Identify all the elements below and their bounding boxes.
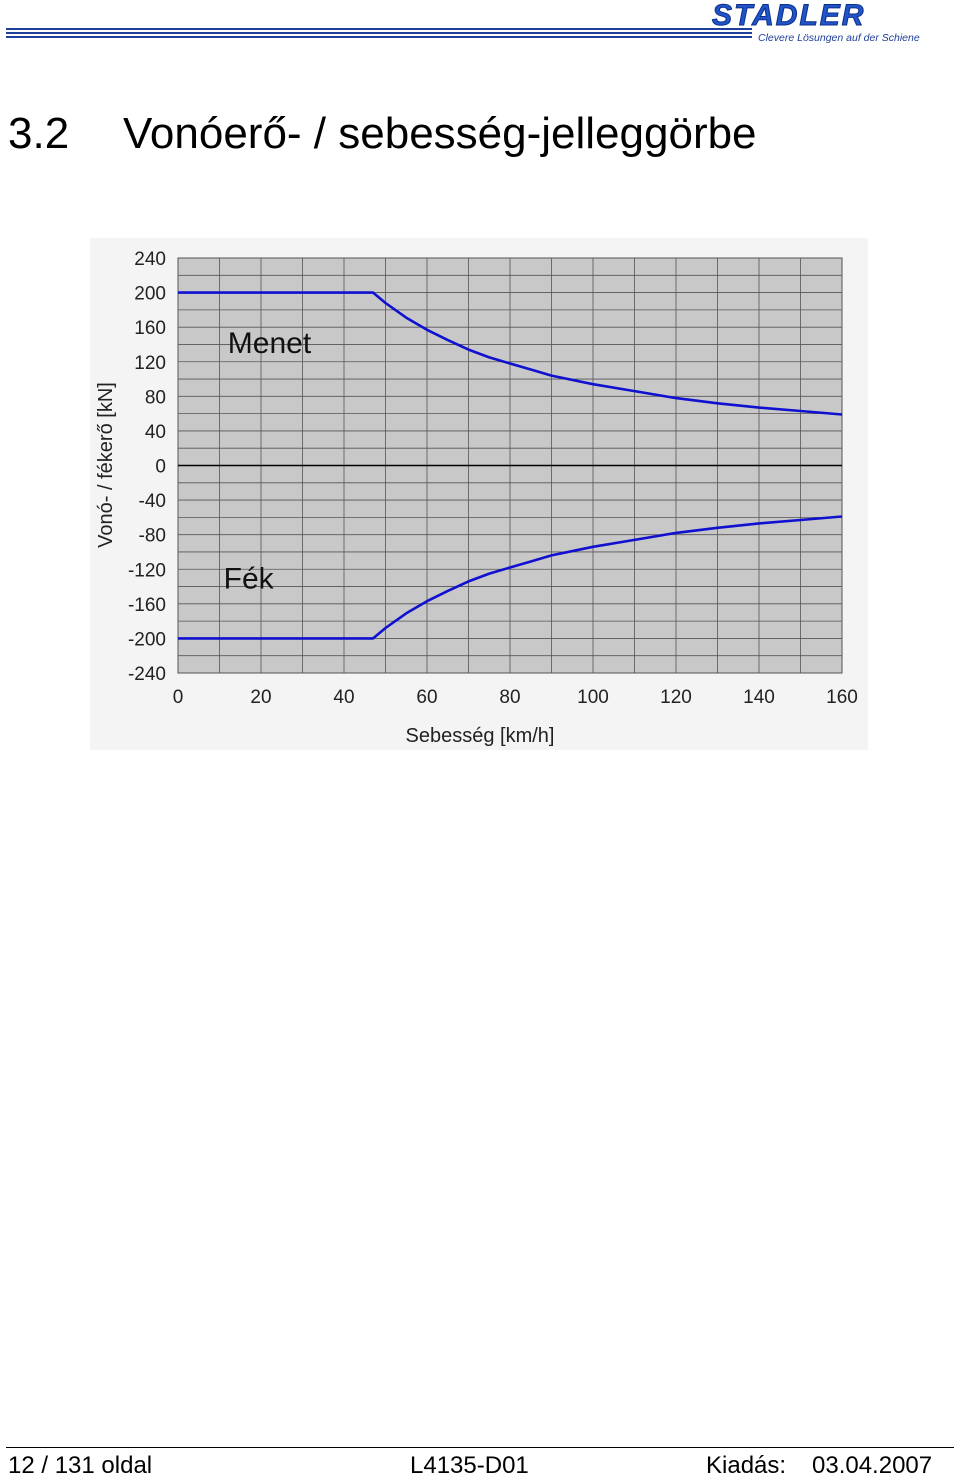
y-tick-label: 200 [134,284,166,305]
y-tick-label: -80 [139,526,166,547]
footer-rule [6,1447,954,1448]
series-annotations: Menet Fék [224,327,312,595]
issue-date: 03.04.2007 [812,1452,933,1479]
logo-wordmark: STADLER [712,0,866,32]
x-tick-label: 80 [499,687,520,708]
y-axis-label: Vonó- / fékerő [kN] [95,382,117,548]
series-line-menet [178,291,843,416]
section-title: Vonóerő- / sebesség-jelleggörbe [123,109,757,158]
y-tick-label: -120 [128,560,166,581]
y-tick-labels: 240 200 160 120 80 40 0 -40 -80 -120 -160 -200 -240 [128,249,166,685]
y-tick-label: 80 [145,387,166,408]
x-tick-labels: 0 20 40 60 80 100 120 140 160 [173,687,858,708]
y-tick-label: 0 [155,457,166,478]
issue-label: Kiadás: [706,1452,787,1479]
logo-tagline: Clevere Lösungen auf der Schiene [758,32,920,44]
y-tick-label: 40 [145,422,166,443]
series-line-fék [178,515,843,640]
document-id: L4135-D01 [410,1452,529,1479]
page-number: 12 / 131 oldal [8,1452,153,1479]
x-axis-label: Sebesség [km/h] [406,725,555,747]
x-tick-label: 120 [660,687,692,708]
x-tick-label: 0 [173,687,184,708]
section-number: 3.2 [8,109,70,158]
series-lines [178,291,843,640]
x-tick-label: 140 [743,687,775,708]
annotation-label: Menet [228,327,312,360]
x-tick-label: 160 [826,687,858,708]
y-tick-label: 240 [134,249,166,270]
grid-lines [177,257,843,674]
x-tick-label: 20 [250,687,271,708]
y-tick-label: 120 [134,353,166,374]
x-tick-label: 40 [333,687,354,708]
stadler-logo: STADLER Clevere Lösungen auf der Schiene [712,0,944,44]
y-tick-label: -240 [128,664,166,685]
x-tick-label: 60 [416,687,437,708]
y-tick-label: -200 [128,629,166,650]
section-heading: 3.2 Vonóerő- / sebesség-jelleggörbe [8,108,757,160]
x-tick-label: 100 [577,687,609,708]
annotation-label: Fék [224,562,275,595]
y-tick-label: -160 [128,595,166,616]
force-speed-chart: 24020016012080400-40-80-120-160-200-240 … [90,238,868,750]
header-rule [6,28,752,40]
y-tick-label: -40 [139,491,166,512]
y-tick-label: 160 [134,318,166,339]
